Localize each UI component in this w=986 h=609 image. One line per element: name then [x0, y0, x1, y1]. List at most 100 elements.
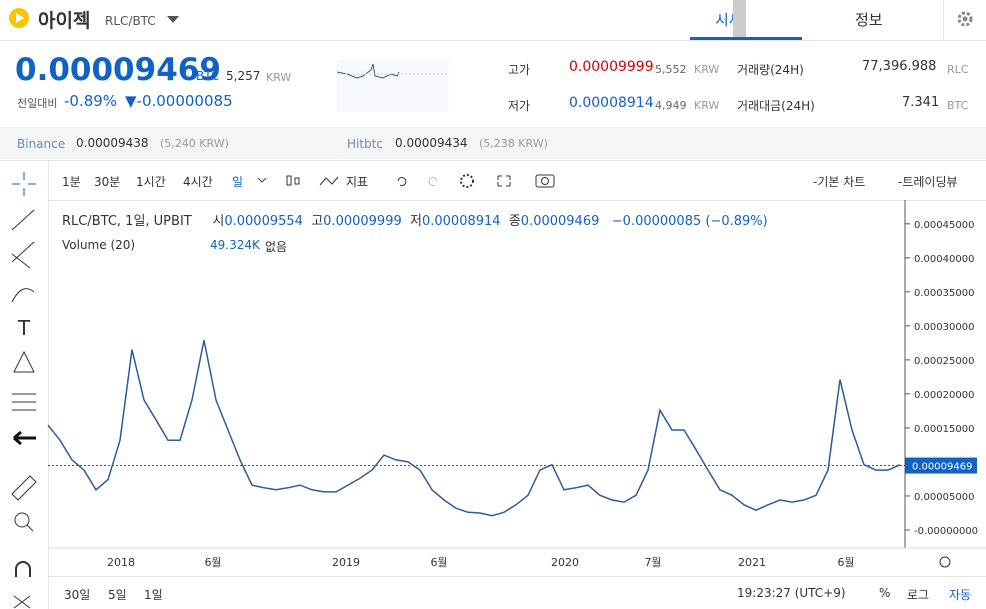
stat-unit: BTC: [947, 99, 969, 112]
last-price-label: 0.00009469: [912, 462, 972, 473]
last-price: 0.00009469: [15, 52, 221, 88]
pair: RLC/BTC: [105, 14, 156, 28]
interval-button[interactable]: 1시간: [136, 175, 166, 189]
x-tick-label: 2018: [107, 556, 135, 569]
basic-chart-button[interactable]: -기본 차트: [813, 175, 866, 189]
stat-amount: 7.341: [902, 95, 940, 110]
divider: [0, 40, 986, 41]
divider: [48, 576, 986, 577]
volume-na: 없음: [265, 240, 288, 254]
stat-unit: RLC: [947, 63, 969, 76]
axis-settings[interactable]: [939, 556, 951, 568]
exchange-name: Binance: [17, 137, 66, 151]
x-tick-label: 6월: [204, 556, 221, 569]
screenshot-button[interactable]: [534, 171, 556, 189]
x-tick-label: 6월: [430, 556, 447, 569]
interval-button[interactable]: 30분: [94, 175, 121, 189]
indicator-button[interactable]: 지표: [346, 175, 369, 189]
range-button[interactable]: 1일: [144, 588, 163, 602]
legend-value: 0.00009999: [323, 214, 402, 229]
exchange-price: 0.00009434: [395, 136, 468, 150]
exchange-krw: (5,240 KRW): [160, 137, 229, 150]
price-unit: BTC: [196, 69, 220, 83]
stat-high: 0.00009999: [569, 59, 654, 75]
stat-label: 고가: [508, 63, 531, 77]
legend-value: 0.00008914: [421, 214, 501, 229]
y-tick-label: 0.00040000: [914, 254, 974, 265]
tradingview-button[interactable]: -트레이딩뷰: [898, 175, 958, 189]
legend-value: 0.00009554: [224, 214, 303, 229]
clock: 19:23:27 (UTC+9): [737, 586, 846, 600]
x-tick-label: 6월: [837, 556, 854, 569]
auto-button[interactable]: 자동: [949, 588, 972, 602]
price-krw: 5,257: [226, 69, 261, 83]
interval-button[interactable]: 일: [232, 175, 244, 189]
logo: [9, 8, 29, 28]
krw-unit: KRW: [694, 99, 720, 112]
stat-label: 저가: [508, 99, 531, 113]
range-button[interactable]: 5일: [108, 588, 127, 602]
legend: RLC/BTC, 1일, UPBIT 시0.00009554 고0.000099…: [62, 210, 768, 229]
legend-label: 시: [212, 214, 225, 229]
y-tick-label: 0.00005000: [914, 492, 974, 503]
coin-name: 아이젝: [38, 10, 91, 32]
legend-change: −0.00000085 (−0.89%): [611, 214, 768, 229]
x-tick-label: 2019: [332, 556, 360, 569]
y-tick-label: 0.00020000: [914, 390, 974, 401]
range-button[interactable]: 30일: [64, 588, 91, 602]
tab[interactable]: 정보: [855, 11, 883, 29]
krw-unit: KRW: [694, 63, 720, 76]
stat-low-krw: 4,949: [655, 99, 687, 112]
drawing-tools[interactable]: T: [0, 162, 48, 609]
volume-label: Volume (20): [62, 238, 136, 252]
interval-button[interactable]: 1분: [62, 175, 81, 189]
exchange-bar: [0, 127, 986, 159]
exchange-krw: (5,238 KRW): [479, 137, 548, 150]
y-tick-label: 0.00035000: [914, 288, 974, 299]
mini-chart: [337, 60, 449, 112]
stat-high-krw: 5,552: [655, 63, 687, 76]
svg-text:T: T: [17, 316, 31, 340]
log-button[interactable]: 로그: [907, 588, 930, 602]
x-tick-label: 2021: [738, 556, 766, 569]
krw-unit: KRW: [266, 71, 292, 84]
interval-button[interactable]: 4시간: [183, 175, 213, 189]
legend-symbol: RLC/BTC, 1일, UPBIT: [62, 214, 192, 229]
legend-value: 0.00009469: [520, 214, 600, 229]
percent-button[interactable]: %: [879, 586, 891, 600]
divider: [0, 160, 986, 161]
legend-label: 종: [508, 214, 521, 229]
legend-label: 고: [311, 214, 324, 229]
last-price-box: [905, 457, 977, 474]
divider: [943, 0, 944, 40]
exchange-price: 0.00009438: [76, 136, 149, 150]
stat-low: 0.00008914: [569, 95, 654, 111]
y-tick-label: 0.00015000: [914, 424, 974, 435]
legend-label: 저: [410, 214, 422, 229]
toolbar-icons[interactable]: [252, 174, 512, 188]
y-tick-label: 0.00030000: [914, 322, 974, 333]
x-tick-label: 7월: [644, 556, 661, 569]
change-pct: -0.89%: [64, 92, 118, 110]
dropdown[interactable]: [166, 15, 180, 24]
scroll-mark: [733, 0, 746, 37]
stat-label: 거래량(24H): [737, 63, 804, 77]
exchange-name: Hitbtc: [347, 137, 383, 151]
stat-label: 거래대금(24H): [737, 99, 815, 113]
divider: [48, 160, 49, 609]
price-line: [47, 340, 901, 517]
change-abs: ▼-0.00000085: [125, 92, 233, 110]
y-tick-label: 0.00025000: [914, 356, 974, 367]
change-label: 전일대비: [17, 97, 58, 110]
y-tick-label: 0.00045000: [914, 220, 974, 231]
stat-volume: 77,396.988: [862, 59, 937, 74]
tab-underline: [690, 37, 802, 40]
divider: [48, 200, 986, 201]
x-tick-label: 2020: [551, 556, 579, 569]
volume-value: 49.324K: [210, 238, 260, 252]
settings-icon[interactable]: [956, 10, 974, 28]
